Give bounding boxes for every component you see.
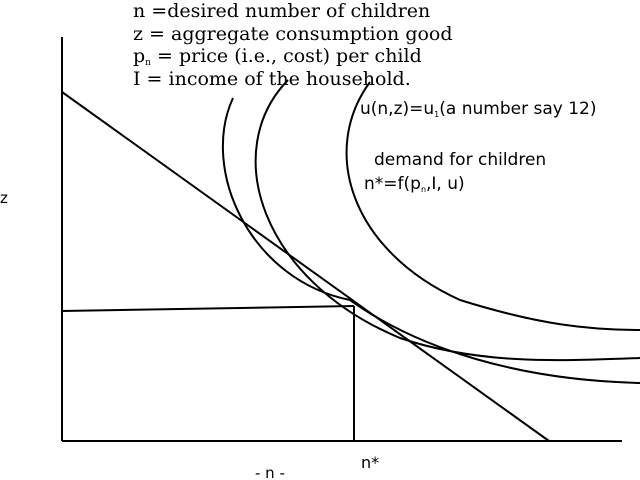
definitions-block: n =desired number of children z = aggreg… (133, 0, 453, 90)
indifference-curve-middle (254, 79, 640, 362)
utility-label: u(n,z)=u1(a number say 12) (360, 99, 596, 119)
definition-pn: pn = price (i.e., cost) per child (133, 45, 422, 68)
optimum-n-label: n* (361, 453, 379, 472)
demand-title: demand for children (374, 150, 546, 170)
definition-z: z = aggregate consumption good (133, 23, 453, 45)
budget-line (61, 91, 550, 442)
y-axis-label: z (0, 189, 8, 207)
demand-equation: n*=f(pn,I, u) (364, 174, 465, 194)
x-axis-label: - n - (255, 464, 285, 480)
definition-i: I = income of the household. (133, 68, 411, 90)
definition-n: n =desired number of children (133, 0, 430, 22)
z-optimum-guide (61, 305, 355, 312)
indifference-curve-tangent (221, 97, 640, 384)
indifference-curve-outer (345, 81, 640, 331)
